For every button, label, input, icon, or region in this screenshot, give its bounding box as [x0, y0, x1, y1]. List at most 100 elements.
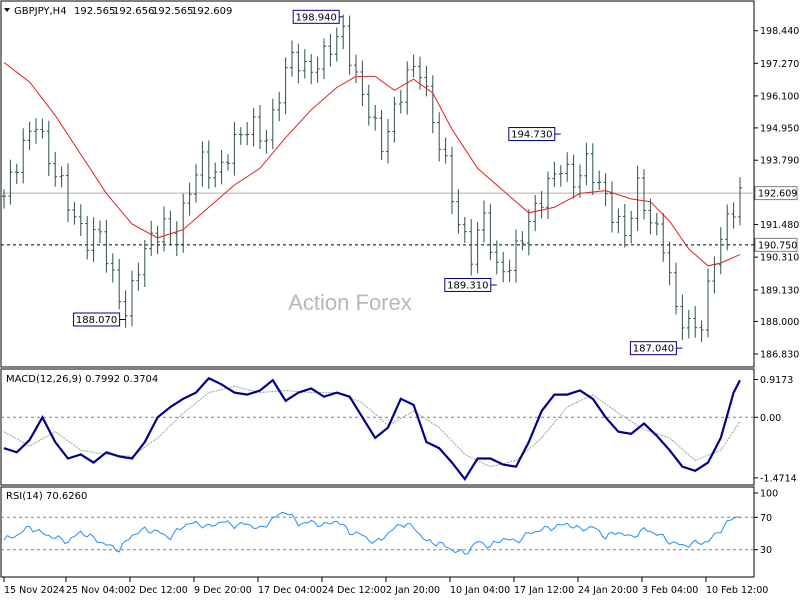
- price-bar: [398, 89, 403, 114]
- price-bar: [149, 220, 154, 256]
- price-bar: [411, 54, 416, 78]
- watermark: Action Forex: [288, 290, 412, 315]
- annotation-label: 188.070: [76, 315, 117, 326]
- price-bar: [379, 110, 384, 161]
- annotation-box: [444, 277, 492, 292]
- rsi-tick-label: 100: [760, 489, 778, 500]
- price-bar: [437, 112, 442, 162]
- time-tick-label: 10 Feb 12:00: [706, 585, 768, 596]
- price-tick-label: 197.270: [760, 59, 799, 70]
- price-bar: [258, 104, 262, 149]
- price-bar: [469, 219, 474, 276]
- price-tick-label: 186.830: [760, 350, 799, 361]
- price-bar: [322, 38, 326, 80]
- time-tick-label: 15 Nov 2024: [4, 585, 65, 596]
- price-bar: [40, 118, 45, 139]
- macd-panel-frame: [0, 368, 755, 486]
- annotation-box: [292, 9, 340, 24]
- price-bar: [590, 143, 595, 196]
- time-tick-label: 9 Dec 20:00: [194, 585, 252, 596]
- price-bar: [162, 206, 166, 252]
- price-bar: [699, 320, 704, 343]
- price-bar: [610, 181, 614, 233]
- price-bar: [680, 294, 685, 340]
- annotation-box: [629, 341, 677, 356]
- price-bar: [482, 200, 486, 243]
- price-bar: [347, 15, 352, 75]
- price-bar: [674, 262, 678, 315]
- price-bar: [597, 170, 602, 190]
- price-bar: [443, 137, 448, 164]
- price-bar: [110, 253, 115, 283]
- time-tick-label: 17 Dec 04:00: [258, 585, 322, 596]
- price-bar: [245, 122, 250, 146]
- price-bar: [629, 210, 634, 244]
- time-tick-label: 3 Feb 04:00: [642, 585, 698, 596]
- time-tick-label: 10 Jan 04:00: [450, 585, 510, 596]
- rsi-layer: [1, 511, 754, 555]
- price-bar: [488, 203, 493, 261]
- macd-main-line: [3, 376, 741, 482]
- ohlc-close: 192.609: [191, 6, 232, 17]
- time-tick-label: 17 Jan 12:00: [514, 585, 574, 596]
- macd-signal-line: [3, 385, 741, 468]
- rsi-line: [3, 511, 741, 555]
- rsi-tick-label: 30: [760, 545, 772, 556]
- price-bar: [533, 195, 538, 232]
- time-tick-label: 24 Dec 12:00: [322, 585, 386, 596]
- price-bar: [526, 209, 531, 256]
- price-bar: [181, 193, 186, 253]
- price-bar: [667, 241, 672, 286]
- price-tick-label: 194.950: [760, 123, 799, 134]
- price-bar: [226, 154, 230, 171]
- price-tick-label: 188.000: [760, 317, 799, 328]
- price-bar: [34, 118, 38, 144]
- price-bar: [462, 216, 467, 244]
- price-bar: [277, 91, 282, 122]
- annotation-box: [73, 312, 121, 327]
- price-bar: [424, 66, 429, 97]
- price-bar: [456, 189, 461, 234]
- price-bar: [123, 290, 128, 328]
- price-bar: [725, 204, 730, 251]
- price-bar: [552, 161, 557, 188]
- price-bar: [142, 240, 147, 287]
- price-bar: [354, 54, 358, 83]
- price-bar: [53, 151, 58, 187]
- price-tick-label: 193.790: [760, 156, 799, 167]
- price-bar: [341, 14, 346, 50]
- annotation-box: [508, 127, 556, 142]
- price-bar: [392, 96, 397, 143]
- macd-title: MACD(12,26,9) 0.7992 0.3704: [6, 374, 158, 385]
- price-bar: [373, 104, 378, 131]
- price-bar: [642, 169, 646, 220]
- price-bar: [136, 262, 141, 291]
- macd-tick-label: -1.4714: [760, 473, 797, 484]
- price-bar: [622, 203, 627, 248]
- price-bar: [494, 240, 499, 275]
- chart-dropdown-icon[interactable]: [4, 8, 10, 12]
- price-bar: [187, 182, 192, 216]
- price-tick-label: 189.130: [760, 285, 799, 296]
- price-bar: [584, 142, 589, 186]
- annotation-label: 198.940: [296, 12, 337, 23]
- price-bar: [507, 259, 512, 282]
- annotation-label: 189.310: [447, 280, 488, 291]
- price-bar: [654, 212, 659, 236]
- price-bar: [155, 225, 160, 255]
- price-bar: [514, 229, 518, 283]
- price-bar: [501, 252, 506, 283]
- price-bar: [706, 268, 710, 338]
- price-bar: [104, 219, 109, 273]
- price-bar: [661, 212, 666, 262]
- price-bar: [302, 49, 307, 79]
- price-bar: [283, 57, 288, 115]
- price-bar: [616, 208, 621, 234]
- price-bar: [405, 61, 410, 115]
- price-bar: [72, 202, 77, 225]
- price-bar: [213, 162, 218, 188]
- annotation-label: 187.040: [633, 344, 674, 355]
- macd-layer: [1, 376, 754, 482]
- time-tick-label: 2 Jan 20:00: [386, 585, 440, 596]
